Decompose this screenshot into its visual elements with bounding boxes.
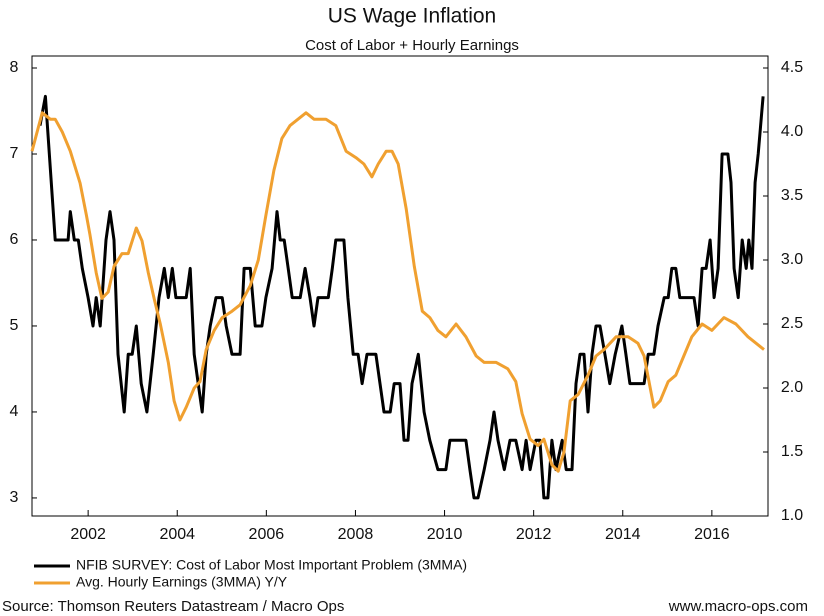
x-tick-label: 2010: [427, 526, 463, 543]
y2-tick-label: 3.5: [781, 187, 803, 204]
y-tick-label: 4: [10, 403, 19, 420]
y-tick-label: 8: [10, 59, 19, 76]
y2-tick-label: 4.0: [781, 123, 803, 140]
chart-title: US Wage Inflation: [328, 5, 496, 28]
y-tick-label: 3: [10, 489, 19, 506]
y2-tick-label: 3.0: [781, 251, 803, 268]
y2-tick-label: 4.5: [781, 59, 803, 76]
x-tick-label: 2016: [694, 526, 730, 543]
x-tick-label: 2004: [159, 526, 195, 543]
x-tick-label: 2012: [516, 526, 552, 543]
chart-subtitle: Cost of Labor + Hourly Earnings: [305, 37, 519, 54]
series-line: [38, 94, 765, 500]
plot-frame: [31, 55, 769, 517]
source: Source: Thomson Reuters Datastream / Mac…: [2, 598, 344, 615]
x-tick-label: 2008: [338, 526, 374, 543]
legend-label: Avg. Hourly Earnings (3MMA) Y/Y: [76, 574, 288, 590]
y2-tick-label: 1.5: [781, 443, 803, 460]
y2-tick-label: 2.0: [781, 379, 803, 396]
y-tick-label: 5: [10, 317, 19, 334]
x-tick-label: 2002: [70, 526, 106, 543]
series-line: [30, 111, 765, 473]
legend-label: NFIB SURVEY: Cost of Labor Most Importan…: [76, 557, 467, 573]
y2-tick-label: 1.0: [781, 507, 803, 524]
x-tick-label: 2014: [605, 526, 641, 543]
y-tick-label: 6: [10, 231, 19, 248]
y-tick-label: 7: [10, 145, 19, 162]
x-tick-label: 2006: [249, 526, 285, 543]
credit: www.macro-ops.com: [668, 598, 808, 615]
y2-tick-label: 2.5: [781, 315, 803, 332]
